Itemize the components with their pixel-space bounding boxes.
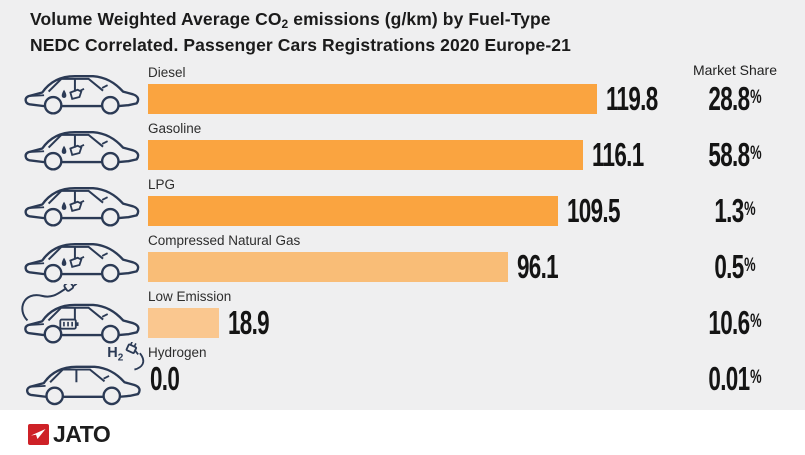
car-fuel-icon [22, 180, 146, 229]
bar-cng [148, 252, 508, 282]
percent-sign: % [750, 87, 762, 108]
percent-sign: % [744, 255, 756, 276]
bar-label: Compressed Natural Gas [148, 233, 301, 248]
market-share-value: 0.5% [694, 248, 776, 285]
percent-sign: % [750, 367, 762, 388]
footer-bar [0, 410, 805, 455]
bar-diesel [148, 84, 597, 114]
car-fuel-icon [22, 236, 146, 285]
percent-sign: % [744, 199, 756, 220]
percent-sign: % [750, 143, 762, 164]
share-number: 0.01 [708, 360, 750, 397]
chart-row-cng: Compressed Natural Gas 96.1 0.5% [0, 230, 805, 286]
market-share-value: 58.8% [694, 136, 776, 173]
jato-logo-text: JATO [53, 421, 111, 447]
chart-title: Volume Weighted Average CO2 emissions (g… [30, 9, 750, 56]
market-share-value: 28.8% [694, 80, 776, 117]
bar-low-emission [148, 308, 219, 338]
car-fuel-icon [22, 68, 146, 117]
chart-row-low-emission: Low Emission 18.9 10.6% [0, 284, 805, 344]
bar-label: Diesel [148, 65, 186, 80]
bar-gasoline [148, 140, 583, 170]
market-share-header: Market Share [692, 62, 778, 78]
bar-value: 96.1 [517, 248, 559, 285]
car-electric-icon [18, 284, 150, 346]
jato-logo: JATO [28, 421, 111, 448]
bar-label: LPG [148, 177, 176, 192]
chart-row-lpg: LPG 109.5 1.3% [0, 174, 805, 230]
bar-value: 18.9 [228, 304, 270, 341]
svg-text:H2: H2 [107, 345, 123, 364]
bar-label: Hydrogen [148, 345, 207, 360]
bar-value: 0.0 [150, 360, 180, 397]
car-fuel-icon [22, 124, 146, 173]
chart-row-gasoline: Gasoline 116.1 58.8% [0, 118, 805, 174]
market-share-value: 1.3% [694, 192, 776, 229]
jato-logo-mark-icon [28, 424, 49, 445]
share-number: 1.3 [714, 192, 744, 229]
percent-sign: % [750, 311, 762, 332]
bar-label: Low Emission [148, 289, 232, 304]
chart-row-diesel: Diesel 119.8 28.8% [0, 62, 805, 118]
share-number: 28.8 [708, 80, 750, 117]
bar-value: 119.8 [606, 80, 658, 117]
co2-subscript: 2 [281, 17, 289, 31]
car-hydrogen-icon: H2 [22, 342, 158, 408]
market-share-value: 10.6% [694, 304, 776, 341]
bar-value: 109.5 [567, 192, 620, 229]
chart-title-line2: NEDC Correlated. Passenger Cars Registra… [30, 35, 571, 55]
bar-lpg [148, 196, 558, 226]
share-number: 58.8 [708, 136, 750, 173]
bar-label: Gasoline [148, 121, 202, 136]
share-number: 10.6 [708, 304, 750, 341]
chart-title-line1: Volume Weighted Average CO2 emissions (g… [30, 9, 551, 31]
bar-value: 116.1 [592, 136, 644, 173]
market-share-value: 0.01% [694, 360, 776, 397]
chart-row-hydrogen: H2 Hydrogen 0.0 0.01% [0, 342, 805, 406]
share-number: 0.5 [714, 248, 744, 285]
